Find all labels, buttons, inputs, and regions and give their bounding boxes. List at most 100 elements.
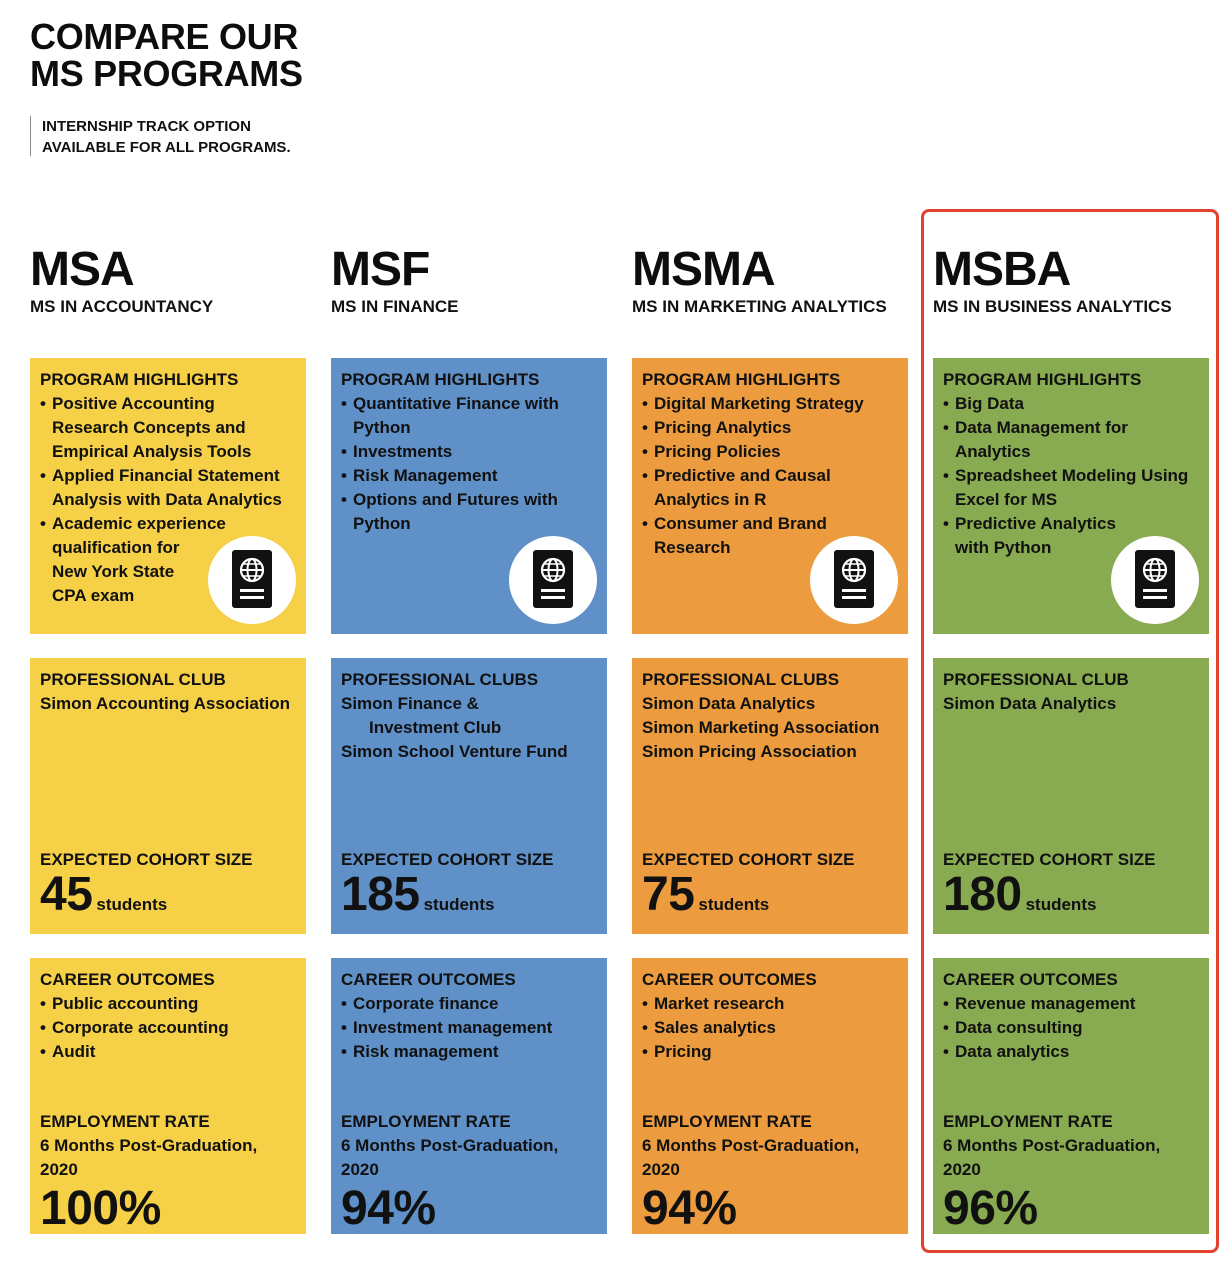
cohort-heading: EXPECTED COHORT SIZE [943, 850, 1156, 869]
employment-period: 6 Months Post-Graduation, [943, 1136, 1161, 1155]
highlight-line: Options and Futures with [353, 490, 558, 509]
cohort-heading: EXPECTED COHORT SIZE [40, 850, 253, 869]
cohort-block: EXPECTED COHORT SIZE 185 students [341, 848, 554, 919]
employment-heading: EMPLOYMENT RATE [642, 1112, 812, 1131]
highlights-heading: PROGRAM HIGHLIGHTS [943, 370, 1142, 389]
employment-year: 2020 [943, 1160, 981, 1179]
highlights-heading: PROGRAM HIGHLIGHTS [40, 370, 239, 389]
employment-period: 6 Months Post-Graduation, [341, 1136, 559, 1155]
clubs-heading: PROFESSIONAL CLUB [40, 670, 226, 689]
cohort-value: 45 students [40, 871, 253, 919]
highlight-line: Research [654, 538, 731, 557]
highlight-line: Pricing Analytics [654, 418, 792, 437]
page-title-line-2: MS PROGRAMS [30, 53, 303, 94]
passport-icon-graphic [533, 550, 573, 608]
cohort-number: 180 [943, 868, 1022, 921]
club-name: Simon Accounting Association [40, 694, 290, 713]
employment-rate: 94% [341, 1182, 436, 1235]
highlight-line: Positive Accounting [52, 394, 215, 413]
highlight-item: Applied Financial Statement Analysis with… [40, 464, 296, 512]
cohort-heading: EXPECTED COHORT SIZE [341, 850, 554, 869]
highlights-list: Big Data Data Management for Analytics Spre… [943, 392, 1199, 560]
clubs-heading: PROFESSIONAL CLUB [943, 670, 1129, 689]
outcomes-list: Corporate financeInvestment managementRi… [341, 992, 597, 1064]
msa-full-name: MS IN ACCOUNTANCY [30, 297, 214, 316]
msa-abbreviation: MSA [30, 243, 135, 296]
outcomes-heading: CAREER OUTCOMES [943, 970, 1118, 989]
msma-abbreviation: MSMA [632, 243, 776, 296]
highlight-line: Python [353, 514, 411, 533]
highlight-item: Positive Accounting Research Concepts and… [40, 392, 296, 464]
highlight-line: Quantitative Finance with [353, 394, 559, 413]
employment-rate: 100% [40, 1182, 161, 1235]
msa-highlights-card: PROGRAM HIGHLIGHTS Positive Accounting Res… [30, 358, 306, 634]
outcome-item: Sales analytics [642, 1016, 898, 1040]
highlight-item: Spreadsheet Modeling Using Excel for MS [943, 464, 1199, 512]
passport-icon-graphic [834, 550, 874, 608]
highlight-line: Spreadsheet Modeling Using [955, 466, 1189, 485]
employment-heading: EMPLOYMENT RATE [341, 1112, 511, 1131]
highlight-line: Applied Financial Statement [52, 466, 280, 485]
highlight-line: Investments [353, 442, 453, 461]
employment-rate: 94% [642, 1182, 737, 1235]
cohort-block: EXPECTED COHORT SIZE 180 students [943, 848, 1156, 921]
passport-icon-graphic [1135, 550, 1175, 608]
club-name: Simon Data Analytics [943, 694, 1117, 713]
outcome-item: Data analytics [943, 1040, 1199, 1064]
employment-year: 2020 [642, 1160, 680, 1179]
highlight-item: Quantitative Finance with Python [341, 392, 597, 440]
outcome-item: Investment management [341, 1016, 597, 1040]
highlight-item: Risk Management [341, 464, 597, 488]
club-name: Simon School Venture Fund [341, 742, 568, 761]
outcome-item: Revenue management [943, 992, 1199, 1016]
msf-full-name: MS IN FINANCE [331, 297, 459, 316]
outcomes-heading: CAREER OUTCOMES [341, 970, 516, 989]
msma-full-name: MS IN MARKETING ANALYTICS [632, 297, 887, 316]
highlight-line: Risk Management [353, 466, 498, 485]
highlight-line: Analysis with Data Analytics [52, 490, 282, 509]
highlight-line: Predictive Analytics [955, 514, 1116, 533]
highlights-list: Positive Accounting Research Concepts and… [40, 392, 296, 608]
highlight-line: Analytics [955, 442, 1031, 461]
outcome-item: Corporate finance [341, 992, 597, 1016]
cohort-number: 75 [642, 868, 695, 921]
highlight-line: Excel for MS [955, 490, 1058, 509]
outcome-item: Data consulting [943, 1016, 1199, 1040]
employment-period: 6 Months Post-Graduation, [642, 1136, 860, 1155]
highlight-line: New York State [52, 562, 175, 581]
highlight-item: Big Data [943, 392, 1199, 416]
employment-heading: EMPLOYMENT RATE [943, 1112, 1113, 1131]
passport-icon-graphic [232, 550, 272, 608]
highlight-item: Predictive Analytics with Python [943, 512, 1199, 560]
internship-note: INTERNSHIP TRACK OPTION AVAILABLE FOR AL… [30, 116, 291, 156]
msf-abbreviation: MSF [331, 243, 430, 296]
highlight-line: Data Management for [955, 418, 1128, 437]
employment-block: EMPLOYMENT RATE 6 Months Post-Graduation,… [40, 1110, 257, 1236]
msba-highlights-card: PROGRAM HIGHLIGHTS Big Data Data Managemen… [933, 358, 1209, 634]
cohort-block: EXPECTED COHORT SIZE 45 students [40, 848, 253, 919]
internship-note-line-1: INTERNSHIP TRACK OPTION [42, 118, 251, 135]
club-name: Simon Finance & [341, 694, 479, 713]
cohort-value: 185 students [341, 871, 554, 919]
outcome-item: Audit [40, 1040, 296, 1064]
highlight-line: Academic experience [52, 514, 226, 533]
outcomes-list: Revenue managementData consultingData an… [943, 992, 1199, 1064]
cohort-unit: students [698, 895, 770, 914]
club-name: Investment Club [369, 718, 502, 737]
highlight-item: Data Management for Analytics [943, 416, 1199, 464]
msf-clubs-card: PROFESSIONAL CLUBS Simon Finance & Investm… [331, 658, 607, 934]
msma-clubs-card: PROFESSIONAL CLUBS Simon Data Analytics Si… [632, 658, 908, 934]
employment-block: EMPLOYMENT RATE 6 Months Post-Graduation,… [642, 1110, 859, 1236]
msba-outcomes-card: CAREER OUTCOMES Revenue managementData co… [933, 958, 1209, 1235]
highlight-line: CPA exam [52, 586, 135, 605]
highlights-heading: PROGRAM HIGHLIGHTS [642, 370, 841, 389]
highlight-line: Consumer and Brand [654, 514, 827, 533]
employment-heading: EMPLOYMENT RATE [40, 1112, 210, 1131]
outcome-item: Public accounting [40, 992, 296, 1016]
page-title: COMPARE OUR MS PROGRAMS [30, 18, 303, 92]
cohort-block: EXPECTED COHORT SIZE 75 students [642, 848, 855, 921]
cohort-number: 45 [40, 868, 93, 921]
outcomes-heading: CAREER OUTCOMES [642, 970, 817, 989]
msf-outcomes-card: CAREER OUTCOMES Corporate financeInvestme… [331, 958, 607, 1235]
highlight-item: Digital Marketing Strategy [642, 392, 898, 416]
